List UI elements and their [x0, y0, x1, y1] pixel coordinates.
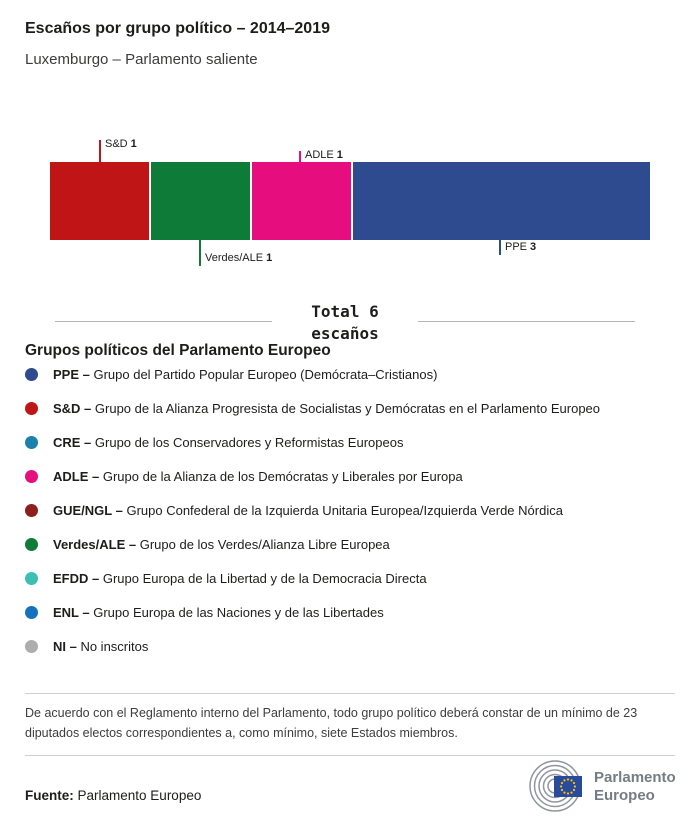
legend-dot-PPE	[25, 368, 38, 381]
total-seats-label: Total 6 escaños	[272, 301, 418, 345]
legend-label: ADLE – Grupo de la Alianza de los Demócr…	[53, 469, 463, 484]
legend-item-Verdes/ALE: Verdes/ALE – Grupo de los Verdes/Alianza…	[25, 537, 675, 552]
legend-abbr: Verdes/ALE –	[53, 537, 137, 552]
logo-graphic: Parlamento Europeo	[529, 760, 676, 812]
callout-group-name: PPE	[505, 241, 528, 253]
legend-abbr: ENL –	[53, 605, 90, 620]
legend-abbr: S&D –	[53, 401, 92, 416]
bar-segment-Verdes/ALE	[151, 162, 250, 240]
legend-dot-ADLE	[25, 470, 38, 483]
european-parliament-logo: Parlamento Europeo	[518, 759, 680, 813]
eu-flag-icon	[554, 776, 582, 797]
total-seats-line2: escaños	[311, 324, 379, 343]
legend-abbr: CRE –	[53, 435, 92, 450]
legend-dot-CRE	[25, 436, 38, 449]
callout-group-name: S&D	[105, 138, 128, 150]
legend-dot-S&D	[25, 402, 38, 415]
total-divider-left	[55, 321, 272, 322]
legend-abbr: ADLE –	[53, 469, 100, 484]
legend-label: CRE – Grupo de los Conservadores y Refor…	[53, 435, 404, 450]
callout-seat-count: 3	[530, 241, 537, 253]
legend-label: PPE – Grupo del Partido Popular Europeo …	[53, 367, 438, 382]
callout-group-name: Verdes/ALE	[205, 252, 264, 264]
legend-abbr: PPE –	[53, 367, 90, 382]
legend-item-ENL: ENL – Grupo Europa de las Naciones y de …	[25, 605, 675, 620]
legend-list: PPE – Grupo del Partido Popular Europeo …	[25, 367, 675, 674]
stacked-bar	[50, 162, 650, 240]
legend-label: ENL – Grupo Europa de las Naciones y de …	[53, 605, 384, 620]
callout-seat-count: 1	[266, 252, 273, 264]
callout-tick-PPE	[499, 240, 501, 255]
total-seats-line1: Total 6	[311, 302, 379, 321]
page-title: Escaños por grupo político – 2014–2019	[25, 20, 330, 37]
legend-abbr: EFDD –	[53, 571, 100, 586]
source-label: Fuente:	[25, 788, 74, 803]
legend-item-GUE/NGL: GUE/NGL – Grupo Confederal de la Izquier…	[25, 503, 675, 518]
legend-dot-GUE/NGL	[25, 504, 38, 517]
callout-label-Verdes/ALE: Verdes/ALE 1	[205, 252, 272, 264]
legend-dot-NI	[25, 640, 38, 653]
callout-label-S&D: S&D 1	[105, 138, 137, 150]
legend-dot-Verdes/ALE	[25, 538, 38, 551]
logo-text-line2: Europeo	[594, 787, 655, 804]
callout-tick-ADLE	[299, 151, 301, 162]
legend-label: NI – No inscritos	[53, 639, 149, 654]
logo-text-line1: Parlamento	[594, 769, 676, 786]
total-divider-right	[418, 321, 635, 322]
callout-label-PPE: PPE 3	[505, 241, 536, 253]
legend-dot-EFDD	[25, 572, 38, 585]
callout-group-name: ADLE	[305, 149, 334, 161]
bar-segment-S&D	[50, 162, 149, 240]
callout-seat-count: 1	[130, 138, 137, 150]
legend-item-EFDD: EFDD – Grupo Europa de la Libertad y de …	[25, 571, 675, 586]
legend-label: GUE/NGL – Grupo Confederal de la Izquier…	[53, 503, 563, 518]
callout-tick-S&D	[99, 140, 101, 162]
legend-label: EFDD – Grupo Europa de la Libertad y de …	[53, 571, 427, 586]
footnote: De acuerdo con el Reglamento interno del…	[25, 693, 675, 756]
legend-heading: Grupos políticos del Parlamento Europeo	[25, 342, 331, 359]
bar-segment-PPE	[353, 162, 650, 240]
legend-item-PPE: PPE – Grupo del Partido Popular Europeo …	[25, 367, 675, 382]
page-subtitle: Luxemburgo – Parlamento saliente	[25, 51, 258, 68]
callout-seat-count: 1	[336, 149, 343, 161]
legend-abbr: GUE/NGL –	[53, 503, 123, 518]
legend-item-NI: NI – No inscritos	[25, 639, 675, 654]
legend-label: S&D – Grupo de la Alianza Progresista de…	[53, 401, 601, 416]
legend-item-CRE: CRE – Grupo de los Conservadores y Refor…	[25, 435, 675, 450]
legend-item-ADLE: ADLE – Grupo de la Alianza de los Demócr…	[25, 469, 675, 484]
source-value: Parlamento Europeo	[77, 788, 202, 803]
legend-label: Verdes/ALE – Grupo de los Verdes/Alianza…	[53, 537, 390, 552]
callout-label-ADLE: ADLE 1	[305, 149, 343, 161]
legend-item-S&D: S&D – Grupo de la Alianza Progresista de…	[25, 401, 675, 416]
callout-tick-Verdes/ALE	[199, 240, 201, 266]
bar-segment-ADLE	[252, 162, 351, 240]
legend-dot-ENL	[25, 606, 38, 619]
source-line: Fuente: Parlamento Europeo	[25, 788, 201, 803]
legend-abbr: NI –	[53, 639, 77, 654]
